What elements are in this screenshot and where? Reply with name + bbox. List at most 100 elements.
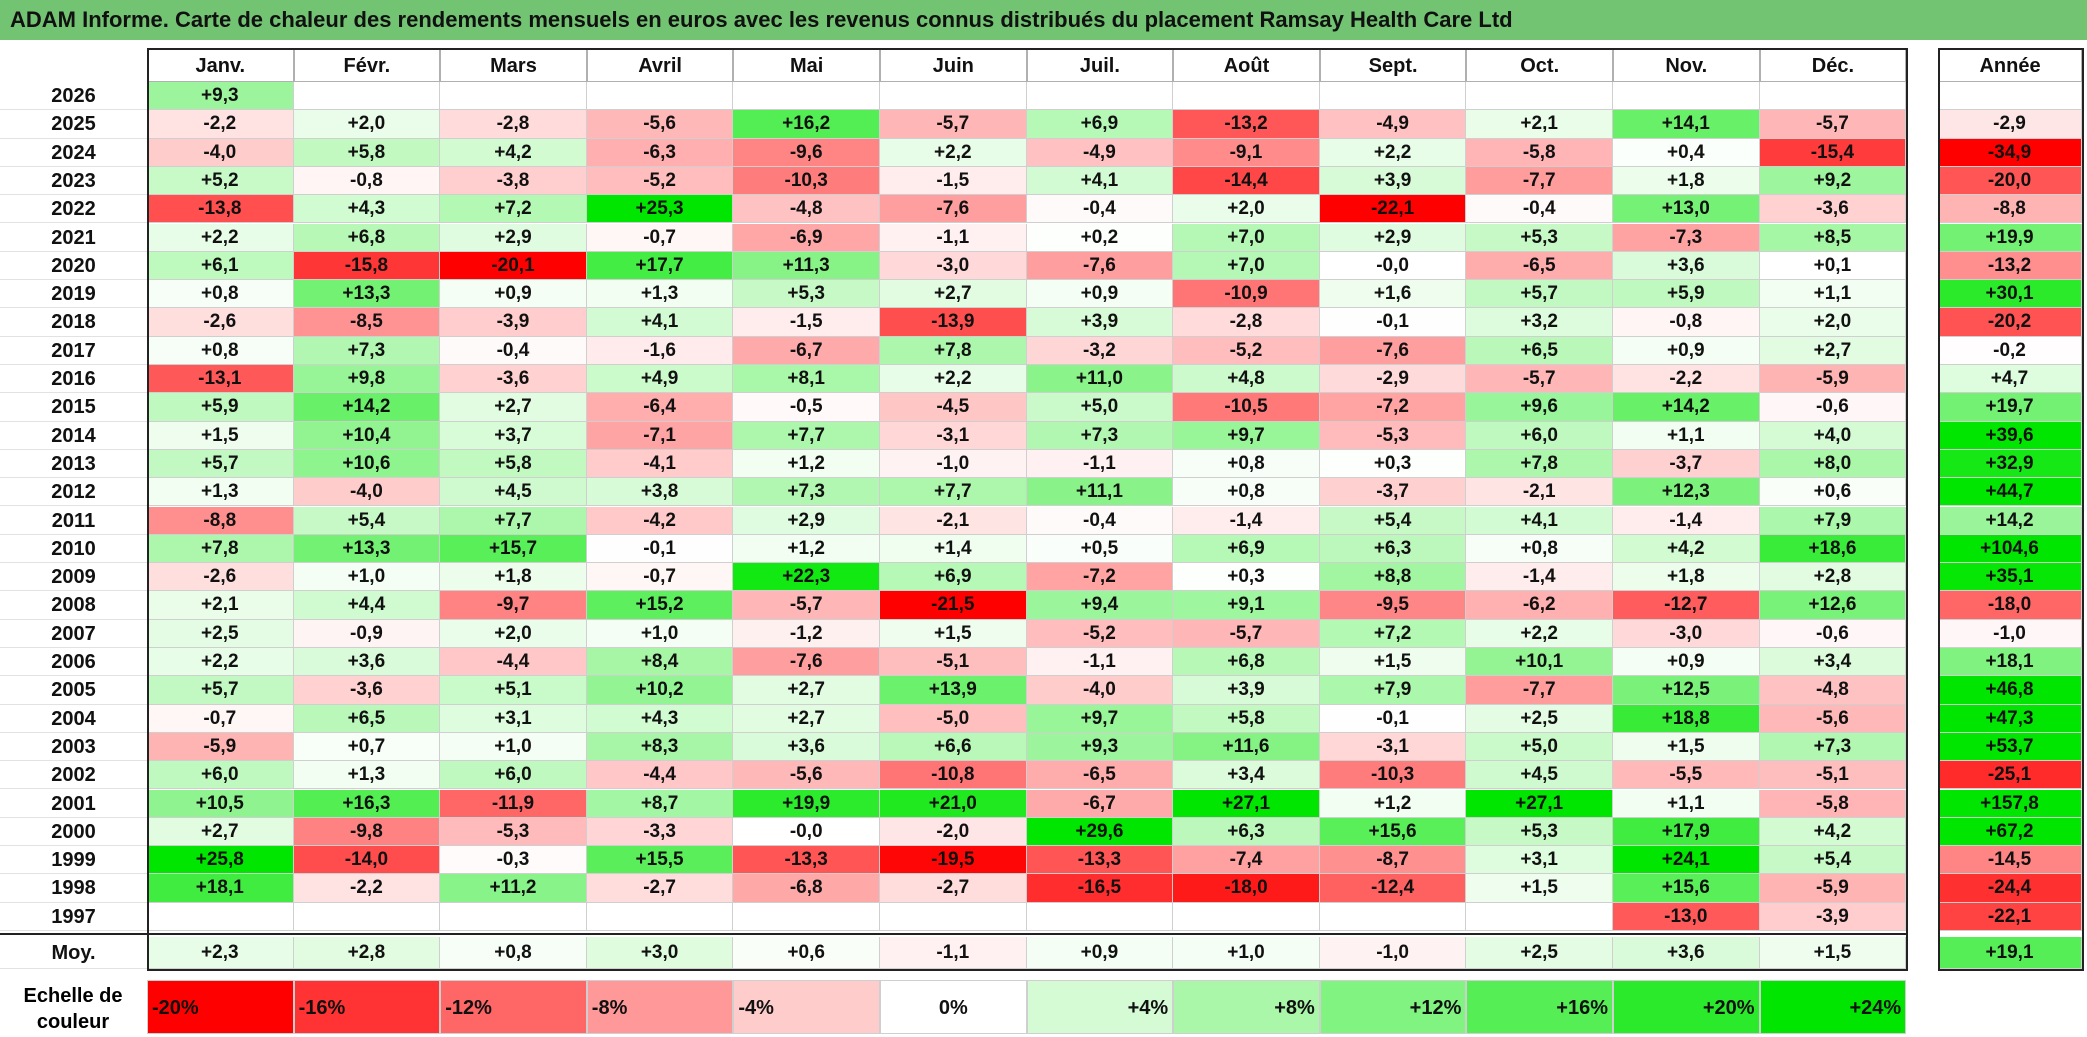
year-label: 2024 xyxy=(0,138,147,167)
heatmap-cell: +6,6 xyxy=(880,732,1027,762)
heatmap-cell: -1,4 xyxy=(1466,563,1613,592)
annual-cell: +18,1 xyxy=(1938,648,2082,677)
heatmap-cell: +11,3 xyxy=(733,251,880,281)
heatmap-cell: +1,2 xyxy=(733,534,880,564)
heatmap-cell: -6,7 xyxy=(733,336,880,365)
year-label: 2025 xyxy=(0,110,147,139)
heatmap-cell: -6,5 xyxy=(1466,251,1613,281)
year-label: 2015 xyxy=(0,393,147,422)
heatmap-cell: +5,2 xyxy=(147,166,294,196)
heatmap-cell: -3,8 xyxy=(440,166,587,196)
heatmap-cell: +4,3 xyxy=(586,704,734,733)
heatmap-cell: +27,1 xyxy=(1173,789,1320,818)
heatmap-cell: +2,2 xyxy=(1466,619,1613,648)
heatmap-cell: +2,7 xyxy=(440,393,587,422)
heatmap-cell: +15,2 xyxy=(586,591,734,620)
heatmap-cell xyxy=(586,902,734,931)
heatmap-cell: +5,4 xyxy=(293,506,441,535)
heatmap-cell: +5,7 xyxy=(147,449,294,479)
year-label: 2006 xyxy=(0,648,147,677)
heatmap-cell: +0,8 xyxy=(1173,449,1320,479)
heatmap-cell: +3,4 xyxy=(1173,761,1320,790)
heatmap-cell: +5,9 xyxy=(147,393,294,422)
heatmap-cell: +1,5 xyxy=(1466,874,1613,903)
year-label: 2019 xyxy=(0,280,147,309)
heatmap-cell: -5,5 xyxy=(1613,761,1760,790)
month-header: Oct. xyxy=(1466,48,1613,82)
heatmap-cell: +1,3 xyxy=(586,280,734,309)
heatmap-cell: +5,3 xyxy=(1466,817,1613,847)
heatmap-cell: +16,3 xyxy=(293,789,441,818)
heatmap-cell: +5,8 xyxy=(293,138,441,167)
heatmap-cell: +2,0 xyxy=(440,619,587,648)
heatmap-cell: +1,2 xyxy=(733,449,880,479)
heatmap-cell: +27,1 xyxy=(1466,789,1613,818)
heatmap-cell: +1,8 xyxy=(1613,166,1760,196)
heatmap-cell: +0,9 xyxy=(1613,336,1760,365)
heatmap-cell: -0,7 xyxy=(147,704,294,733)
annual-cell: +39,6 xyxy=(1938,421,2082,450)
heatmap-cell: +5,0 xyxy=(1466,732,1613,762)
heatmap-cell: +2,5 xyxy=(147,619,294,648)
average-cell: +1,0 xyxy=(1173,937,1320,969)
heatmap-cell: +17,7 xyxy=(586,251,734,281)
heatmap-cell: +0,8 xyxy=(147,280,294,309)
heatmap-cell: -2,8 xyxy=(440,110,587,139)
month-header: Août xyxy=(1173,48,1320,82)
heatmap-cell: +2,2 xyxy=(1319,138,1467,167)
average-annual-cell: +19,1 xyxy=(1938,937,2082,969)
heatmap-cell xyxy=(1026,82,1174,111)
color-scale-step: +8% xyxy=(1173,980,1320,1034)
heatmap-cell: +8,7 xyxy=(586,789,734,818)
year-label: 2009 xyxy=(0,563,147,592)
annual-cell: +30,1 xyxy=(1938,280,2082,309)
heatmap-cell: +3,9 xyxy=(1173,676,1320,705)
heatmap-cell: +29,6 xyxy=(1026,817,1174,847)
annual-cell: -25,1 xyxy=(1938,761,2082,790)
year-label: 2014 xyxy=(0,421,147,450)
heatmap-cell: +13,0 xyxy=(1613,195,1760,224)
heatmap-cell: -2,2 xyxy=(1613,365,1760,394)
heatmap-cell: -0,5 xyxy=(733,393,880,422)
heatmap-cell: +4,2 xyxy=(1613,534,1760,564)
heatmap-cell: -10,5 xyxy=(1173,393,1320,422)
heatmap-cell: +15,5 xyxy=(586,846,734,875)
heatmap-cell: -2,7 xyxy=(880,874,1027,903)
year-label: 2011 xyxy=(0,506,147,535)
annual-cell: -8,8 xyxy=(1938,195,2082,224)
heatmap-cell: -0,4 xyxy=(1466,195,1613,224)
heatmap-cell: +2,2 xyxy=(147,223,294,252)
heatmap-cell: +2,0 xyxy=(1759,308,1907,337)
heatmap-cell: -1,2 xyxy=(733,619,880,648)
color-scale-step: -12% xyxy=(440,980,587,1034)
heatmap-cell: +6,5 xyxy=(293,704,441,733)
annual-cell: +44,7 xyxy=(1938,478,2082,507)
heatmap-cell: +1,4 xyxy=(880,534,1027,564)
heatmap-cell: -5,8 xyxy=(1466,138,1613,167)
heatmap-cell: +18,6 xyxy=(1759,534,1907,564)
heatmap-cell: +9,4 xyxy=(1026,591,1174,620)
month-header: Nov. xyxy=(1613,48,1760,82)
heatmap-cell: +5,1 xyxy=(440,676,587,705)
heatmap-cell: +9,3 xyxy=(1026,732,1174,762)
heatmap-cell: -5,2 xyxy=(1026,619,1174,648)
heatmap-cell: +3,4 xyxy=(1759,648,1907,677)
heatmap-cell: +0,6 xyxy=(1759,478,1907,507)
average-cell: +3,6 xyxy=(1613,937,1760,969)
heatmap-cell: +0,8 xyxy=(1173,478,1320,507)
year-label: 2004 xyxy=(0,704,147,733)
heatmap-cell: -7,6 xyxy=(1026,251,1174,281)
heatmap-cell: -0,8 xyxy=(293,166,441,196)
heatmap-cell: -0,0 xyxy=(733,817,880,847)
heatmap-cell: +2,0 xyxy=(1173,195,1320,224)
heatmap-cell: +22,3 xyxy=(733,563,880,592)
color-scale-step: +20% xyxy=(1613,980,1760,1034)
annual-cell: -13,2 xyxy=(1938,251,2082,281)
year-label: 2026 xyxy=(0,82,147,111)
heatmap-cell: -13,2 xyxy=(1173,110,1320,139)
year-label: 1999 xyxy=(0,846,147,875)
year-label: 2002 xyxy=(0,761,147,790)
heatmap-cell: -4,0 xyxy=(1026,676,1174,705)
heatmap-cell: +1,5 xyxy=(1613,732,1760,762)
heatmap-cell: -13,8 xyxy=(147,195,294,224)
